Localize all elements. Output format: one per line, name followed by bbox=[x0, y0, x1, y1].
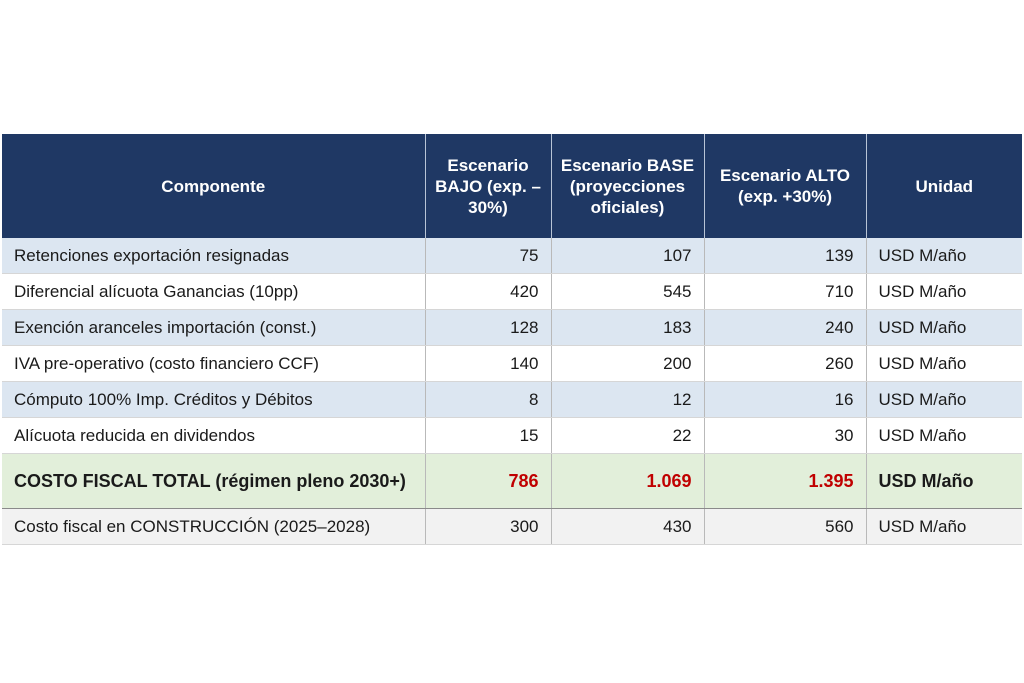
cell-base: 107 bbox=[550, 238, 704, 274]
cell-unit: USD M/año bbox=[865, 508, 1022, 545]
header-escenario-bajo: Escenario BAJO (exp. – 30%) bbox=[424, 134, 551, 238]
cell-alto: 710 bbox=[703, 273, 866, 310]
table-row: Retenciones exportación resignadas 75 10… bbox=[2, 238, 1022, 274]
cell-component: Costo fiscal en CONSTRUCCIÓN (2025–2028) bbox=[2, 508, 425, 545]
cell-component: Exención aranceles importación (const.) bbox=[2, 309, 425, 346]
cell-component: Retenciones exportación resignadas bbox=[2, 238, 425, 274]
header-escenario-base: Escenario BASE (proyecciones oficiales) bbox=[550, 134, 704, 238]
cell-alto: 240 bbox=[703, 309, 866, 346]
cell-bajo-total: 786 bbox=[424, 453, 551, 509]
header-unidad: Unidad bbox=[865, 134, 1022, 238]
cell-base: 545 bbox=[550, 273, 704, 310]
fiscal-cost-table: Componente Escenario BAJO (exp. – 30%) E… bbox=[2, 134, 1022, 545]
cell-alto: 560 bbox=[703, 508, 866, 545]
cell-component: Cómputo 100% Imp. Créditos y Débitos bbox=[2, 381, 425, 418]
table-row: Exención aranceles importación (const.) … bbox=[2, 309, 1022, 346]
table-row: Alícuota reducida en dividendos 15 22 30… bbox=[2, 417, 1022, 454]
cell-base-total: 1.069 bbox=[550, 453, 704, 509]
cell-bajo: 15 bbox=[424, 417, 551, 454]
cell-base: 430 bbox=[550, 508, 704, 545]
cell-bajo: 300 bbox=[424, 508, 551, 545]
fiscal-cost-table-container: Componente Escenario BAJO (exp. – 30%) E… bbox=[2, 134, 1022, 545]
table-header-row: Componente Escenario BAJO (exp. – 30%) E… bbox=[2, 134, 1022, 238]
cell-base: 22 bbox=[550, 417, 704, 454]
cell-unit: USD M/año bbox=[865, 238, 1022, 274]
cell-alto-total: 1.395 bbox=[703, 453, 866, 509]
cell-bajo: 140 bbox=[424, 345, 551, 382]
table-row: Costo fiscal en CONSTRUCCIÓN (2025–2028)… bbox=[2, 508, 1022, 545]
table-row: Diferencial alícuota Ganancias (10pp) 42… bbox=[2, 273, 1022, 310]
cell-alto: 16 bbox=[703, 381, 866, 418]
table-row-total: COSTO FISCAL TOTAL (régimen pleno 2030+)… bbox=[2, 453, 1022, 509]
cell-component: Alícuota reducida en dividendos bbox=[2, 417, 425, 454]
cell-unit: USD M/año bbox=[865, 273, 1022, 310]
cell-unit: USD M/año bbox=[865, 309, 1022, 346]
cell-base: 12 bbox=[550, 381, 704, 418]
cell-alto: 139 bbox=[703, 238, 866, 274]
cell-unit: USD M/año bbox=[865, 381, 1022, 418]
cell-unit: USD M/año bbox=[865, 345, 1022, 382]
table-row: IVA pre-operativo (costo financiero CCF)… bbox=[2, 345, 1022, 382]
table-row: Cómputo 100% Imp. Créditos y Débitos 8 1… bbox=[2, 381, 1022, 418]
cell-bajo: 75 bbox=[424, 238, 551, 274]
cell-component: IVA pre-operativo (costo financiero CCF) bbox=[2, 345, 425, 382]
cell-alto: 30 bbox=[703, 417, 866, 454]
cell-component: Diferencial alícuota Ganancias (10pp) bbox=[2, 273, 425, 310]
cell-bajo: 8 bbox=[424, 381, 551, 418]
cell-bajo: 420 bbox=[424, 273, 551, 310]
cell-component-total: COSTO FISCAL TOTAL (régimen pleno 2030+) bbox=[2, 453, 425, 509]
header-componente: Componente bbox=[2, 134, 425, 238]
header-escenario-alto: Escenario ALTO (exp. +30%) bbox=[703, 134, 866, 238]
cell-bajo: 128 bbox=[424, 309, 551, 346]
cell-alto: 260 bbox=[703, 345, 866, 382]
cell-base: 200 bbox=[550, 345, 704, 382]
cell-unit-total: USD M/año bbox=[865, 453, 1022, 509]
cell-base: 183 bbox=[550, 309, 704, 346]
cell-unit: USD M/año bbox=[865, 417, 1022, 454]
